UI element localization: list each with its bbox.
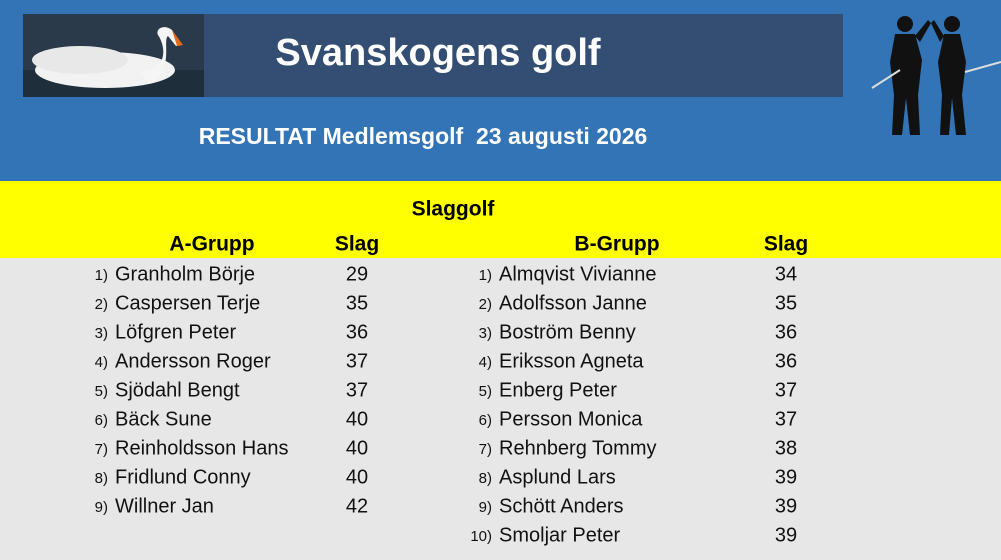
- player-name: Almqvist Vivianne: [499, 263, 656, 285]
- player-name: Smoljar Peter: [499, 524, 620, 546]
- rank: 6): [479, 412, 492, 429]
- section-title: Slaggolf: [412, 198, 496, 221]
- rank: 8): [95, 470, 108, 487]
- golfers-image: [871, 16, 1001, 135]
- score: 35: [775, 292, 797, 314]
- rank: 5): [479, 383, 492, 400]
- rank: 9): [95, 499, 108, 516]
- rank: 10): [470, 528, 492, 545]
- player-name: Enberg Peter: [499, 379, 617, 401]
- player-name: Willner Jan: [115, 495, 214, 517]
- player-name: Asplund Lars: [499, 466, 616, 488]
- score-header: Slag: [764, 233, 808, 256]
- score: 42: [346, 495, 368, 517]
- player-name: Caspersen Terje: [115, 292, 260, 314]
- rank: 3): [95, 325, 108, 342]
- score: 39: [775, 495, 797, 517]
- rank: 4): [95, 354, 108, 371]
- group-name: B-Grupp: [574, 233, 659, 256]
- score: 40: [346, 437, 368, 459]
- rank: 6): [95, 412, 108, 429]
- score: 38: [775, 437, 797, 459]
- score: 36: [775, 321, 797, 343]
- swan-image: [23, 14, 204, 97]
- rank: 2): [479, 296, 492, 313]
- group-name: A-Grupp: [169, 233, 254, 256]
- table-area: [0, 258, 1001, 560]
- rank: 4): [479, 354, 492, 371]
- score: 37: [346, 350, 368, 372]
- player-name: Andersson Roger: [115, 350, 271, 372]
- player-name: Rehnberg Tommy: [499, 437, 656, 459]
- player-name: Löfgren Peter: [115, 321, 237, 343]
- section-band: [0, 181, 1001, 258]
- score: 37: [775, 408, 797, 430]
- score: 40: [346, 408, 368, 430]
- rank: 1): [479, 267, 492, 284]
- title: Svanskogens golf: [275, 32, 601, 74]
- player-name: Fridlund Conny: [115, 466, 251, 488]
- score: 34: [775, 263, 797, 285]
- results-table: A-Grupp Slag 1) Granholm Börje 29 2) Caspersen…: [95, 233, 809, 547]
- player-name: Sjödahl Bengt: [115, 379, 240, 401]
- rank: 7): [95, 441, 108, 458]
- rank: 2): [95, 296, 108, 313]
- subtitle: RESULTAT Medlemsgolf 23 augusti 2026: [199, 123, 648, 149]
- rank: 3): [479, 325, 492, 342]
- rank: 5): [95, 383, 108, 400]
- player-name: Adolfsson Janne: [499, 292, 647, 314]
- score: 37: [346, 379, 368, 401]
- player-name: Granholm Börje: [115, 263, 255, 285]
- player-name: Reinholdsson Hans: [115, 437, 288, 459]
- player-name: Schött Anders: [499, 495, 624, 517]
- score: 36: [346, 321, 368, 343]
- player-name: Bäck Sune: [115, 408, 212, 430]
- score: 35: [346, 292, 368, 314]
- player-name: Eriksson Agneta: [499, 350, 644, 372]
- rank: 7): [479, 441, 492, 458]
- player-name: Persson Monica: [499, 408, 643, 430]
- score: 37: [775, 379, 797, 401]
- player-name: Boström Benny: [499, 321, 636, 343]
- score: 40: [346, 466, 368, 488]
- rank: 8): [479, 470, 492, 487]
- rank: 1): [95, 267, 108, 284]
- score: 36: [775, 350, 797, 372]
- rank: 9): [479, 499, 492, 516]
- score: 39: [775, 466, 797, 488]
- score-header: Slag: [335, 233, 379, 256]
- score: 29: [346, 263, 368, 285]
- score: 39: [775, 524, 797, 546]
